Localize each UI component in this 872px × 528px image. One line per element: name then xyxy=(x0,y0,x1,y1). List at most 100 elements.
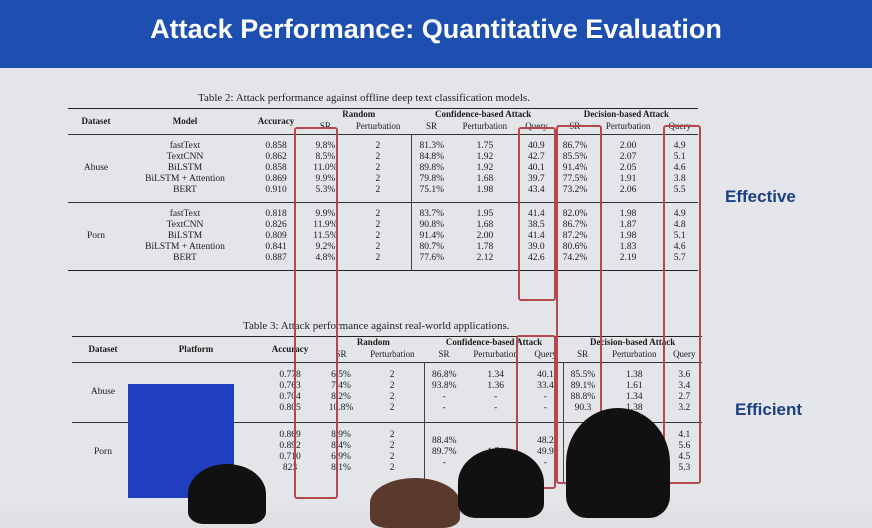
value-cell: 7.4% xyxy=(331,381,351,391)
col-conf-sr: SR xyxy=(438,349,450,360)
audience-head xyxy=(458,448,544,518)
value-cell: 1.87 xyxy=(619,219,637,230)
col-dataset: Dataset xyxy=(88,343,118,354)
value-cell: 9.2% xyxy=(315,241,336,252)
conf-sr-list: 83.7% 90.8% 91.4% 80.7% 77.6% xyxy=(414,209,449,264)
col-conf-sr: SR xyxy=(426,121,438,132)
accuracy-cell: 0.862 xyxy=(265,151,287,162)
value-cell: 4.9 xyxy=(673,140,686,151)
accuracy-cell: 0.818 xyxy=(265,208,287,219)
value-cell: 4.6 xyxy=(673,162,686,173)
model-cell: fastText xyxy=(169,208,201,219)
value-cell: 2 xyxy=(375,140,381,151)
effective-label: Effective xyxy=(725,187,796,206)
value-cell: 91.4% xyxy=(419,230,445,241)
conf-query-list: 40.9 42.7 40.1 39.7 43.4 xyxy=(520,141,552,196)
value-cell: 81.3% xyxy=(419,140,445,151)
value-cell: 2 xyxy=(375,151,381,162)
value-cell: 93.8% xyxy=(431,381,457,391)
value-cell: 2 xyxy=(389,430,395,441)
accuracy-cell: 0.910 xyxy=(265,184,287,195)
value-cell: 1.92 xyxy=(476,151,494,162)
rand-pert-list: 2 2 2 2 xyxy=(362,370,422,414)
col-accuracy: Accuracy xyxy=(257,115,295,126)
accuracy-cell: 0.869 xyxy=(279,430,301,441)
value-cell: 5.5 xyxy=(673,184,686,195)
value-cell: 2 xyxy=(375,184,381,195)
value-cell: 1.95 xyxy=(476,208,494,219)
accuracy-cell: 0.841 xyxy=(265,241,287,252)
value-cell: 3.2 xyxy=(678,403,691,413)
rand-pert-list: 2 2 2 2 xyxy=(362,430,422,474)
value-cell: 39.7 xyxy=(527,173,545,184)
value-cell: 89.1% xyxy=(570,381,596,391)
value-cell: 2 xyxy=(375,230,381,241)
value-cell: 1.92 xyxy=(476,162,494,173)
title-bar xyxy=(0,0,872,68)
accuracy-list: 0.778 0.763 0.704 0.805 xyxy=(260,370,320,414)
value-cell: - xyxy=(442,392,446,402)
value-cell: 9.9% xyxy=(315,208,336,219)
table-row: Abuse fastText TextCNN BiLSTM BiLSTM + A… xyxy=(68,134,698,202)
value-cell: 91.4% xyxy=(562,162,588,173)
conf-query-list: 41.4 38.5 41.4 39.0 42.6 xyxy=(520,209,552,264)
value-cell: 75.1% xyxy=(419,184,445,195)
group-decision: Decision-based Attack xyxy=(583,109,669,119)
value-cell: 4.1 xyxy=(678,430,691,441)
value-cell: 1.34 xyxy=(487,370,504,380)
value-cell: 1.68 xyxy=(476,219,494,230)
accuracy-cell: 0.763 xyxy=(279,381,301,391)
value-cell: 33.4 xyxy=(537,381,554,391)
value-cell: 8.9% xyxy=(331,430,351,441)
value-cell: 10.8% xyxy=(328,403,354,413)
value-cell: 5.3% xyxy=(315,184,336,195)
value-cell: 9.8% xyxy=(315,140,336,151)
value-cell: 6.9% xyxy=(331,452,351,463)
value-cell: 2 xyxy=(375,241,381,252)
table3-caption: Table 3: Attack performance against real… xyxy=(243,320,510,332)
value-cell: 5.1 xyxy=(673,230,686,241)
value-cell: 82.0% xyxy=(562,208,588,219)
accuracy-cell: 0.704 xyxy=(279,392,301,402)
value-cell: 85.5% xyxy=(570,370,596,380)
rand-sr-list: 9.9% 11.9% 11.5% 9.2% 4.8% xyxy=(308,209,343,264)
value-cell: 2.7 xyxy=(678,392,691,402)
col-dec-pert: Perturbation xyxy=(612,349,657,360)
value-cell: 9.9% xyxy=(315,173,336,184)
value-cell: 2 xyxy=(389,381,395,391)
value-cell: 8.2% xyxy=(331,392,351,402)
table-row: Porn fastText TextCNN BiLSTM BiLSTM + At… xyxy=(68,202,698,270)
accuracy-list: 0.869 0.892 0.710 823 xyxy=(260,430,320,474)
value-cell: 41.4 xyxy=(527,208,545,219)
value-cell: 79.8% xyxy=(419,173,445,184)
model-cell: BiLSTM + Attention xyxy=(145,173,225,184)
value-cell: 77.6% xyxy=(419,252,445,263)
value-cell: 2 xyxy=(389,463,395,474)
col-dataset: Dataset xyxy=(81,115,111,126)
accuracy-cell: 0.892 xyxy=(279,441,301,452)
table3: Dataset Platform Accuracy Random Confide… xyxy=(72,336,702,482)
value-cell: 2 xyxy=(375,173,381,184)
audience-head xyxy=(188,464,266,524)
efficient-label: Efficient xyxy=(735,400,803,419)
rand-sr-list: 6.5% 7.4% 8.2% 10.8% xyxy=(324,370,358,414)
dec-query-list: 4.1 5.6 4.5 5.3 xyxy=(669,430,700,474)
value-cell: 1.75 xyxy=(476,140,494,151)
value-cell: 2 xyxy=(375,208,381,219)
value-cell: - xyxy=(543,457,547,468)
dec-pert-list: 1.38 1.61 1.34 1.38 xyxy=(604,370,665,414)
conf-pert-list: 1.34 1.36 - - xyxy=(465,370,526,414)
col-dec-query: Query xyxy=(668,121,691,132)
value-cell: 80.6% xyxy=(562,241,588,252)
value-cell: 85.5% xyxy=(562,151,588,162)
value-cell: - xyxy=(494,392,498,402)
table2: Dataset Model Accuracy Random Confidence… xyxy=(68,108,698,271)
accuracy-cell: 823 xyxy=(282,463,298,474)
value-cell: 4.6 xyxy=(673,241,686,252)
value-cell: 11.5% xyxy=(313,230,338,241)
value-cell: - xyxy=(442,403,446,413)
dec-sr-list: 85.5% 89.1% 88.8% 90.3 xyxy=(566,370,600,414)
accuracy-cell: 0.710 xyxy=(279,452,301,463)
value-cell: 73.2% xyxy=(562,184,588,195)
col-platform: Platform xyxy=(178,343,214,354)
